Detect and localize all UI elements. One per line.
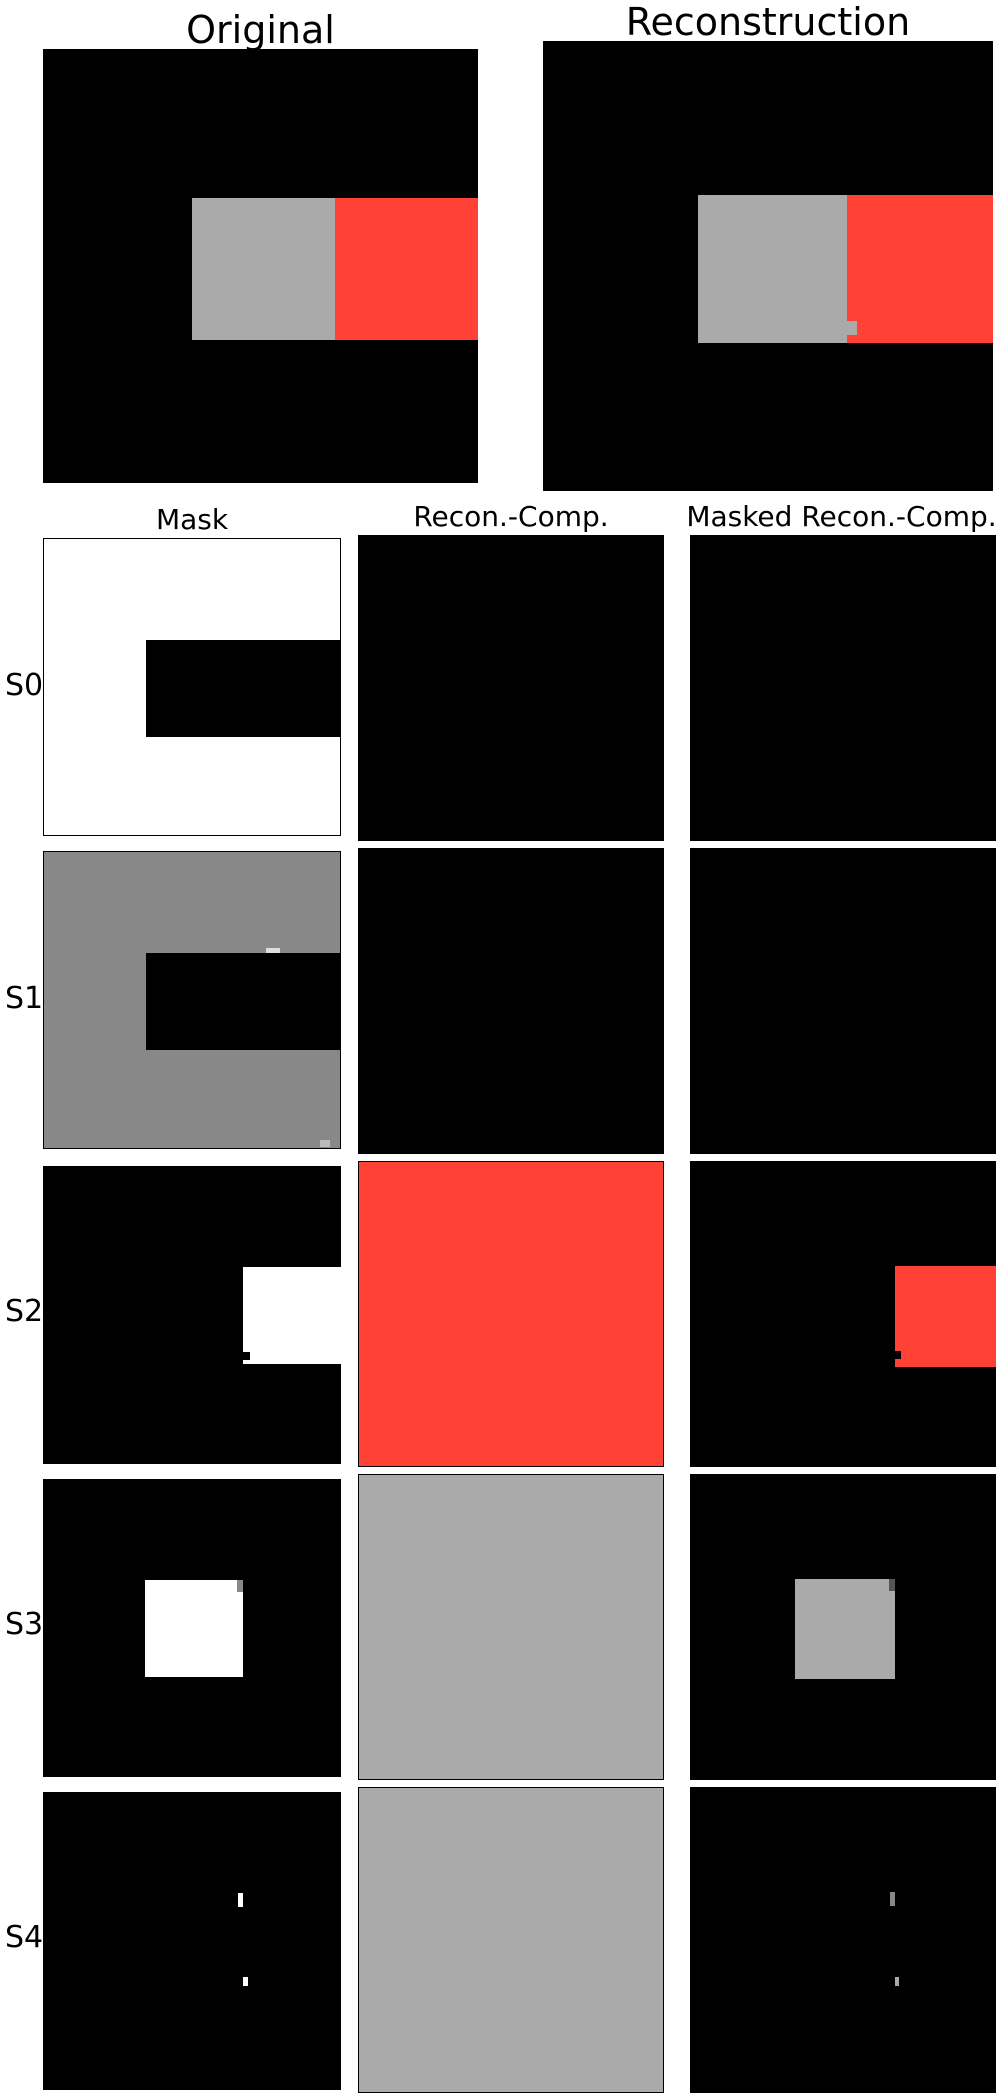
row-label-s3: S3	[5, 1607, 44, 1642]
s4-mask	[43, 1792, 341, 2090]
s3-mask	[43, 1479, 341, 1777]
row-label-s1: S1	[5, 981, 44, 1016]
s1-mask-speck-bottom	[320, 1140, 330, 1147]
s4-mask-speck-upper	[238, 1893, 243, 1907]
original-image	[43, 49, 478, 483]
s3-masked-grey-region	[795, 1579, 895, 1679]
s4-recon-comp	[358, 1787, 664, 2093]
s4-masked-speck-upper	[890, 1892, 895, 1906]
s3-masked-recon-comp	[690, 1474, 996, 1780]
reconstruction-image	[543, 41, 993, 491]
recon-grey-block	[698, 195, 847, 343]
s2-recon-comp	[358, 1161, 664, 1467]
masked-recon-comp-column-title: Masked Recon.-Comp.	[686, 500, 997, 533]
s0-recon-comp	[358, 535, 664, 841]
s4-mask-speck-lower	[243, 1977, 248, 1986]
s2-mask-notch	[243, 1352, 250, 1360]
s3-mask-white-region	[145, 1580, 243, 1677]
s0-masked-recon-comp	[690, 535, 996, 841]
s2-mask	[43, 1166, 341, 1464]
s2-mask-white-region	[243, 1267, 341, 1364]
row-label-s0: S0	[5, 668, 44, 703]
reconstruction-title: Reconstruction	[625, 0, 911, 44]
original-title: Original	[186, 8, 335, 52]
s4-masked-recon-comp	[690, 1787, 996, 2093]
s3-recon-comp	[358, 1474, 664, 1780]
s1-masked-recon-comp	[690, 848, 996, 1154]
s1-recon-comp	[358, 848, 664, 1154]
s3-masked-corner-speck	[889, 1579, 895, 1591]
s2-masked-recon-comp	[690, 1161, 996, 1467]
s2-masked-notch	[895, 1351, 901, 1359]
recon-artifact	[847, 321, 857, 335]
s0-mask-black-region	[146, 640, 340, 737]
s4-masked-speck-lower	[895, 1977, 899, 1986]
mask-column-title: Mask	[155, 503, 229, 536]
row-label-s2: S2	[5, 1294, 44, 1329]
s1-mask-black-region	[146, 953, 340, 1050]
recon-comp-column-title: Recon.-Comp.	[413, 500, 609, 533]
row-label-s4: S4	[5, 1920, 44, 1955]
recon-red-block	[847, 195, 993, 343]
s1-mask-speck-top	[266, 948, 280, 953]
s0-mask	[43, 538, 341, 836]
original-grey-block	[192, 198, 335, 340]
s3-mask-corner-speck	[237, 1580, 243, 1592]
s2-masked-red-region	[895, 1266, 996, 1367]
original-red-block	[335, 198, 478, 340]
s1-mask	[43, 851, 341, 1149]
